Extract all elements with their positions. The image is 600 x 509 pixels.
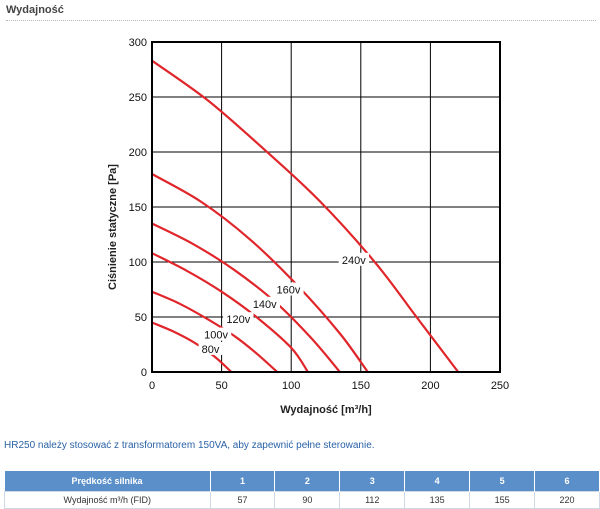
y-tick-label: 0 (141, 367, 147, 379)
speed-header: 5 (469, 471, 536, 492)
curve-label: 160v (276, 285, 300, 297)
flow-value-cell: 90 (274, 491, 341, 509)
x-tick-label: 50 (215, 380, 227, 392)
curve-label-background (249, 296, 280, 310)
y-tick-label: 100 (129, 257, 147, 269)
series-line-240v (150, 59, 460, 374)
curve-label-background (338, 252, 370, 266)
speed-header: 4 (404, 471, 471, 492)
row-label: Wydajność m³/h (FID) (4, 491, 211, 509)
curve-label-background (200, 327, 232, 341)
flow-value-cell: 220 (534, 491, 600, 509)
performance-chart: 0 50 100 150 200 250 0 50 100 150 200 250 300 80v 100… (107, 37, 510, 416)
x-tick-label: 100 (282, 380, 300, 392)
curve-label: 140v (253, 299, 277, 311)
flow-value-cell: 155 (469, 491, 536, 509)
curve-label: 100v (204, 330, 228, 342)
x-axis-label: Wydajność [m³/h] (280, 404, 372, 416)
x-tick-label: 200 (421, 380, 439, 392)
series-line-160v (150, 172, 369, 374)
transformer-note: HR250 należy stosować z transformatorem … (4, 440, 375, 451)
curve-label-background (273, 282, 304, 296)
chart-curves (150, 59, 460, 374)
flow-value-cell: 112 (339, 491, 406, 509)
series-line-140v (150, 222, 341, 374)
speed-header: 1 (210, 471, 276, 492)
series-line-120v (150, 252, 309, 374)
speed-header: 2 (274, 471, 341, 492)
motor-speed-table: Prędkość silnika 1 2 3 4 5 6 Wydajność m… (4, 471, 600, 509)
y-tick-label: 200 (129, 147, 147, 159)
table-row: Wydajność m³/h (FID) 57 90 112 135 155 2… (4, 491, 600, 509)
x-tick-label: 0 (149, 380, 155, 392)
section-divider (6, 20, 596, 21)
plot-frame (151, 41, 501, 373)
y-tick-label: 50 (135, 312, 147, 324)
y-tick-label: 150 (129, 202, 147, 214)
axis-ticks: 0 50 100 150 200 250 0 50 100 150 200 250 300 (129, 37, 510, 392)
curve-label: 240v (342, 255, 366, 267)
section-title: Wydajność (6, 4, 64, 16)
speed-header: 6 (534, 471, 600, 492)
speed-header: 3 (339, 471, 406, 492)
header-label: Prędkość silnika (4, 471, 211, 492)
table-header-row: Prędkość silnika 1 2 3 4 5 6 (4, 471, 600, 492)
y-tick-label: 250 (129, 92, 147, 104)
curve-label: 80v (202, 344, 220, 356)
series-line-80v (150, 321, 233, 374)
y-tick-label: 300 (129, 37, 147, 49)
x-tick-label: 250 (491, 380, 509, 392)
x-tick-label: 150 (352, 380, 370, 392)
curve-label-background (198, 341, 223, 355)
flow-value-cell: 57 (209, 491, 276, 509)
curve-label: 120v (226, 314, 250, 326)
flow-value-cell: 135 (404, 491, 471, 509)
curve-label-background (223, 312, 254, 326)
y-axis-label: Ciśnienie statyczne [Pa] (107, 164, 119, 290)
